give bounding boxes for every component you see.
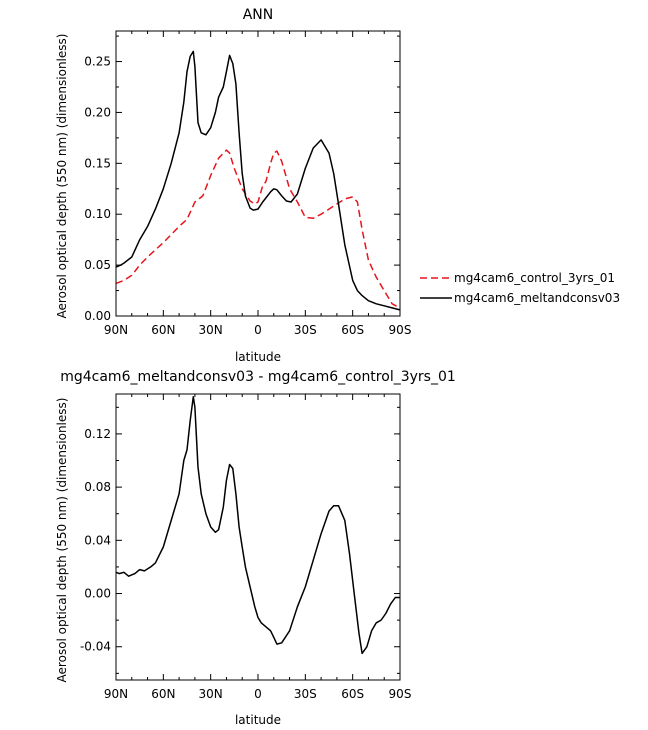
y-tick-label: 0.15: [84, 156, 111, 170]
x-tick-label: 90N: [104, 687, 128, 701]
x-tick-label: 90S: [389, 687, 412, 701]
top-chart-title: ANN: [243, 7, 274, 23]
series-line-0: [115, 149, 401, 309]
bottom-series-lines: [115, 395, 400, 655]
legend-label-meltandconsv: mg4cam6_meltandconsv03: [454, 291, 620, 305]
y-tick-label: 0.12: [84, 427, 111, 441]
top-axis-ticks: 90N 60N 30N 0 30S 60S 90S 0.00 0.05 0.10 0.15 0.20 0…: [84, 31, 411, 337]
bottom-y-axis-label: Aerosol optical depth (550 nm) (dimensio…: [55, 398, 69, 683]
x-tick-label: 30S: [294, 687, 317, 701]
x-tick-label: 0: [254, 323, 262, 337]
x-tick-label: 30S: [294, 323, 317, 337]
series-line-0: [115, 395, 400, 655]
y-tick-label: 0.05: [84, 258, 111, 272]
bottom-axis-ticks: 90N 60N 30N 0 30S 60S 90S -0.04 0.00 0.04 0.08 0.12: [80, 394, 412, 701]
x-tick-label: 60S: [341, 323, 364, 337]
x-tick-label: 0: [254, 687, 262, 701]
y-tick-label: 0.25: [84, 55, 111, 69]
x-tick-label: 90N: [104, 323, 128, 337]
y-tick-label: -0.04: [80, 640, 111, 654]
x-tick-label: 60N: [151, 687, 175, 701]
y-tick-label: 0.08: [84, 480, 111, 494]
panel-top: ANN latitude Aerosol optical depth (550 …: [55, 7, 411, 364]
x-tick-label: 60S: [341, 687, 364, 701]
top-plot-frame: [115, 30, 401, 317]
bottom-x-axis-label: latitude: [235, 713, 281, 727]
x-tick-label: 60N: [151, 323, 175, 337]
x-tick-label: 30N: [199, 323, 223, 337]
bottom-chart-title: mg4cam6_meltandconsv03 - mg4cam6_control…: [60, 369, 456, 385]
bottom-plot-frame: [115, 393, 401, 681]
y-tick-label: 0.00: [84, 587, 111, 601]
x-tick-label: 30N: [199, 687, 223, 701]
panel-bottom: mg4cam6_meltandconsv03 - mg4cam6_control…: [55, 369, 456, 727]
y-tick-label: 0.20: [84, 105, 111, 119]
top-series-lines: [115, 50, 401, 311]
y-tick-label: 0.00: [84, 309, 111, 323]
y-tick-label: 0.04: [84, 533, 111, 547]
y-tick-label: 0.10: [84, 207, 111, 221]
legend: mg4cam6_control_3yrs_01 mg4cam6_meltandc…: [420, 271, 620, 305]
x-tick-label: 90S: [389, 323, 412, 337]
legend-label-control: mg4cam6_control_3yrs_01: [454, 271, 615, 285]
series-line-1: [115, 50, 401, 311]
top-x-axis-label: latitude: [235, 350, 281, 364]
top-y-axis-label: Aerosol optical depth (550 nm) (dimensio…: [55, 34, 69, 319]
